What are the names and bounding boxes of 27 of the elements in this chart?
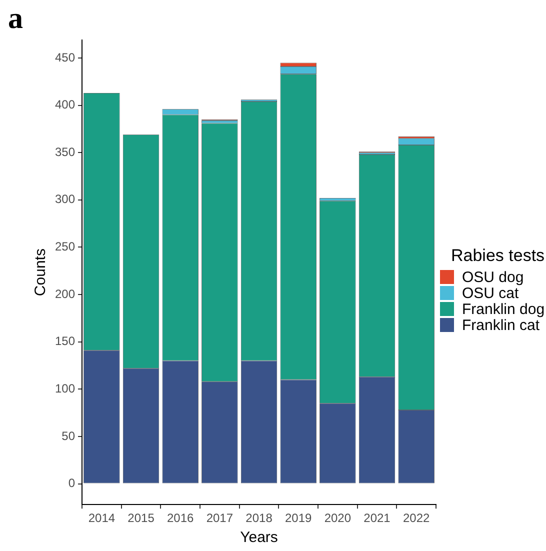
chart-title: a (8, 2, 23, 36)
x-tick-label: 2021 (364, 511, 391, 526)
x-tick-label: 2014 (88, 511, 116, 526)
x-tick-label: 2016 (166, 511, 194, 526)
x-tick-label: 2020 (324, 511, 352, 526)
legend-label: Franklin cat (462, 316, 540, 334)
y-tick-label: 0 (68, 476, 76, 490)
x-tick-label: 2018 (246, 511, 273, 526)
x-tick-label: 2017 (206, 511, 234, 526)
x-tick-label: 2022 (402, 511, 430, 526)
legend-label: OSU cat (462, 284, 519, 302)
y-tick-label: 450 (54, 50, 76, 64)
x-tick-label: 2019 (284, 511, 312, 526)
y-tick-label: 100 (54, 381, 76, 396)
y-tick-label: 50 (62, 428, 76, 443)
legend-title: Rabies tests (451, 246, 545, 266)
y-tick-label: 150 (54, 334, 76, 348)
y-tick-label: 300 (54, 192, 76, 206)
y-tick-label: 250 (54, 240, 76, 254)
y-axis-title: Counts (32, 248, 50, 296)
x-tick-label: 2015 (128, 511, 155, 526)
y-tick-label: 350 (54, 144, 76, 159)
y-tick-label: 200 (54, 286, 76, 301)
legend-label: Franklin dog (462, 300, 545, 318)
legend-label: OSU dog (462, 268, 524, 286)
y-tick-label: 400 (54, 98, 76, 112)
x-axis-title: Years (240, 529, 278, 546)
